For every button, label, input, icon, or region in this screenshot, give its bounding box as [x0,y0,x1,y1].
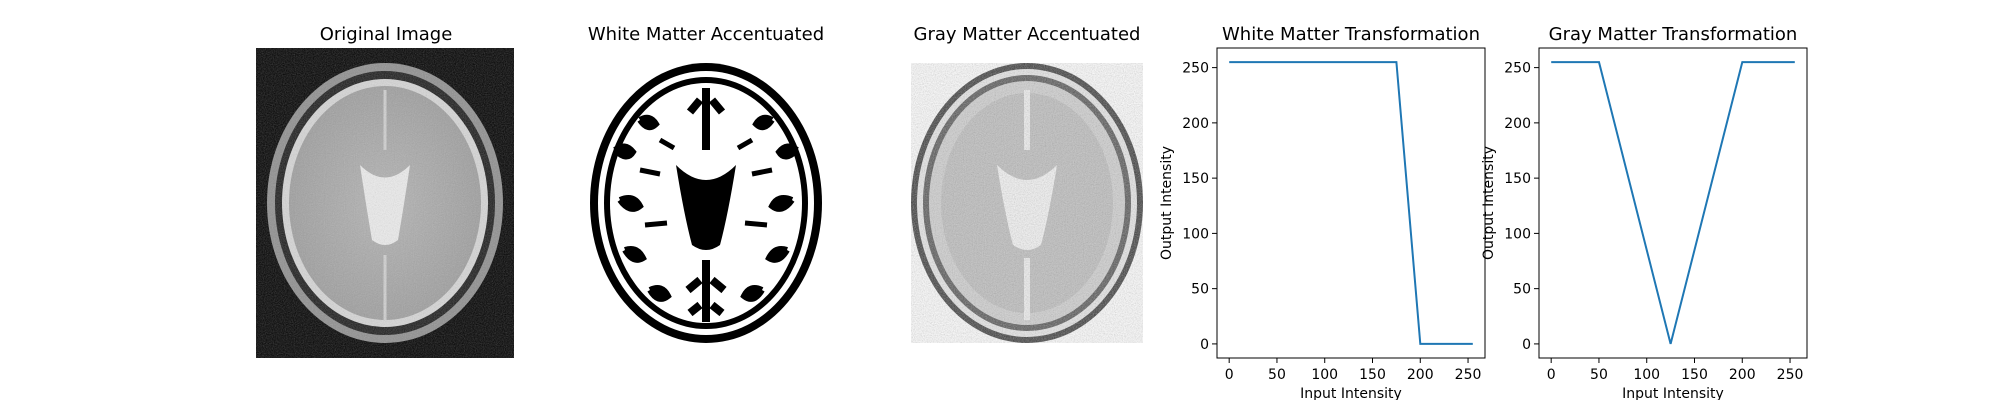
y-tick-label: 150 [1182,171,1209,187]
y-tick-label: 50 [1191,282,1209,298]
x-tick-label: 0 [1225,367,1234,383]
y-tick-label: 100 [1182,226,1209,242]
panel-white-matter-accentuated: White Matter Accentuated [588,24,824,343]
x-axis-label: Input Intensity [1622,386,1724,400]
x-tick-label: 100 [1633,367,1660,383]
x-tick-label: 250 [1455,367,1482,383]
y-axis-label: Output Intensity [1159,146,1175,260]
y-tick-label: 200 [1504,116,1531,132]
y-tick-label: 0 [1522,337,1531,353]
original-mri-image [256,48,514,358]
chart-title: Gray Matter Transformation [1549,24,1798,45]
y-tick-label: 150 [1504,171,1531,187]
panel-gray-matter-accentuated: Gray Matter Accentuated [911,24,1143,343]
chart-white-matter-transformation: White Matter Transformation Input Intens… [1159,24,1486,400]
plot-frame [1216,47,1486,359]
panel-original-image: Original Image [256,24,514,358]
panel-white-title: White Matter Accentuated [588,24,824,45]
y-tick-label: 250 [1504,61,1531,77]
y-tick-label: 100 [1504,226,1531,242]
white-matter-image [590,63,822,343]
y-tick-label: 200 [1182,116,1209,132]
panel-gray-title: Gray Matter Accentuated [914,24,1141,45]
transformation-line [1229,61,1473,345]
x-axis-label: Input Intensity [1300,386,1402,400]
x-tick-label: 200 [1407,367,1434,383]
plot-frame [1538,47,1808,359]
tick-group: 0 50 100 150 200 250 0 50 100 150 200 250 [1182,61,1481,383]
x-tick-label: 150 [1359,367,1386,383]
x-tick-label: 50 [1268,367,1286,383]
x-tick-label: 250 [1777,367,1804,383]
x-tick-label: 150 [1681,367,1708,383]
tick-group: 0 50 100 150 200 250 0 50 100 150 200 250 [1504,61,1803,383]
y-tick-label: 0 [1200,337,1209,353]
gray-matter-image [911,63,1143,343]
transformation-line [1551,61,1795,345]
y-tick-label: 50 [1513,282,1531,298]
x-tick-label: 50 [1590,367,1608,383]
chart-title: White Matter Transformation [1222,24,1480,45]
chart-gray-matter-transformation: Gray Matter Transformation Input Intensi… [1481,24,1808,400]
y-tick-label: 250 [1182,61,1209,77]
x-tick-label: 200 [1729,367,1756,383]
x-tick-label: 100 [1311,367,1338,383]
x-tick-label: 0 [1547,367,1556,383]
y-axis-label: Output Intensity [1481,146,1497,260]
panel-original-title: Original Image [320,24,453,45]
